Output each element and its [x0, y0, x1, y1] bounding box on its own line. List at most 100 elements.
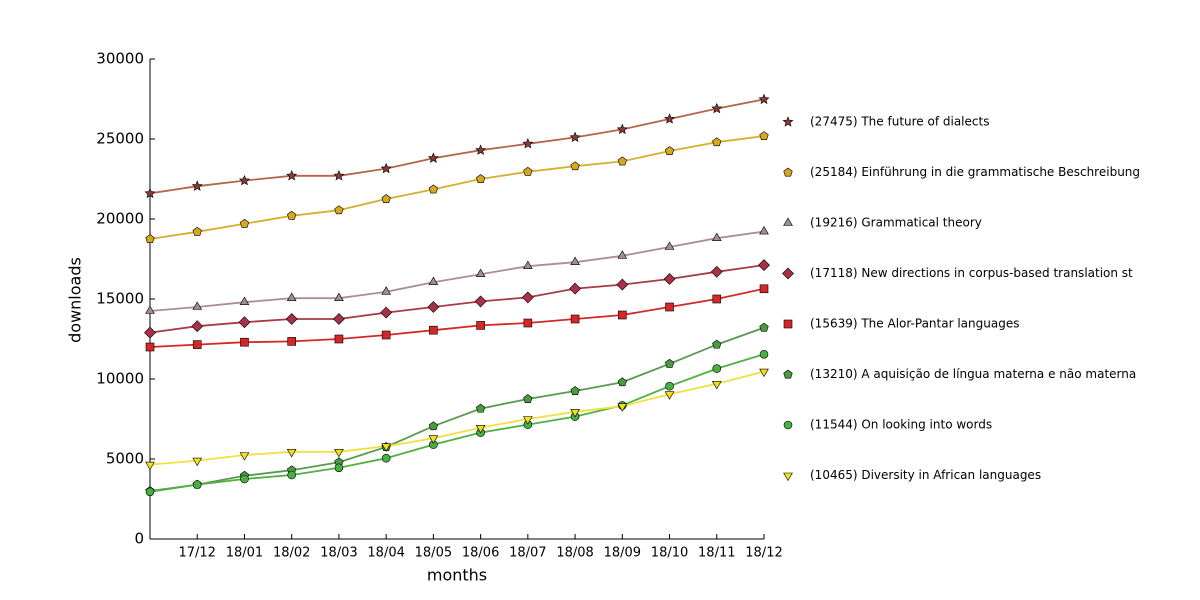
data-point — [664, 391, 675, 400]
data-point — [381, 453, 391, 463]
x-tick-label: 17/12 — [178, 546, 215, 561]
data-point — [240, 474, 249, 484]
data-point — [239, 218, 250, 228]
data-point — [523, 260, 533, 270]
data-point — [758, 93, 770, 105]
data-point — [144, 187, 156, 199]
data-point — [474, 295, 487, 308]
legend-marker — [782, 116, 794, 127]
data-point — [475, 174, 486, 183]
data-point — [144, 326, 156, 339]
data-point — [523, 416, 533, 425]
data-point — [665, 302, 674, 312]
data-point — [240, 337, 249, 347]
data-point — [286, 170, 298, 181]
data-point — [758, 259, 770, 272]
series-line — [149, 264, 765, 334]
y-tick-label: 0 — [134, 530, 144, 548]
data-point — [663, 273, 676, 285]
data-point — [664, 241, 675, 250]
x-tick-label: 18/02 — [273, 546, 310, 561]
legend-marker — [782, 267, 794, 280]
series-line — [149, 230, 765, 312]
data-point — [617, 156, 627, 166]
data-point — [712, 364, 722, 373]
data-point — [239, 452, 250, 461]
data-point — [711, 380, 722, 390]
legend-label: (27475) The future of dialects — [810, 115, 989, 129]
data-point — [427, 301, 440, 313]
data-point — [238, 316, 251, 329]
data-point — [475, 424, 486, 434]
data-point — [381, 194, 391, 203]
series-line — [149, 98, 765, 195]
y-tick-label: 30000 — [96, 50, 144, 68]
data-point — [570, 256, 580, 266]
data-point — [523, 166, 533, 176]
x-tick-label: 18/01 — [226, 546, 263, 561]
legend-marker — [783, 369, 793, 379]
data-point — [570, 314, 580, 324]
data-point — [427, 152, 439, 163]
data-point — [192, 340, 202, 349]
data-point — [475, 144, 487, 155]
data-point — [523, 394, 533, 403]
data-point — [145, 234, 155, 243]
legend-label: (11544) On looking into words — [810, 418, 992, 432]
data-point — [192, 480, 202, 489]
x-tick-label: 18/08 — [556, 546, 593, 561]
data-point — [191, 320, 204, 333]
data-point — [381, 286, 391, 295]
x-tick-label: 18/05 — [415, 546, 452, 561]
legend-label: (25184) Einführung in die grammatische B… — [810, 165, 1140, 179]
data-point — [381, 330, 391, 340]
y-tick-label: 5000 — [106, 450, 144, 468]
data-point — [617, 377, 627, 387]
data-point — [476, 321, 485, 330]
data-point — [286, 448, 297, 458]
data-point — [712, 294, 722, 304]
data-point — [334, 292, 344, 302]
data-point — [759, 349, 769, 359]
data-point — [616, 123, 628, 135]
data-point — [145, 305, 155, 314]
data-point — [521, 291, 534, 304]
data-point — [285, 313, 298, 325]
data-point — [664, 146, 675, 155]
legend-label: (10465) Diversity in African languages — [810, 468, 1041, 482]
data-point — [759, 322, 769, 332]
data-point — [428, 184, 439, 194]
data-point — [192, 457, 203, 467]
x-tick-label: 18/12 — [745, 546, 782, 561]
data-point — [665, 381, 674, 391]
data-point — [192, 301, 203, 310]
legend-marker — [783, 319, 793, 329]
data-point — [664, 113, 676, 124]
data-point — [332, 313, 345, 325]
data-point — [287, 210, 297, 220]
series-line — [149, 353, 765, 493]
data-point — [334, 334, 344, 344]
data-point — [287, 337, 296, 346]
series-line — [149, 326, 765, 492]
legend-marker — [783, 167, 793, 177]
x-tick-label: 18/04 — [367, 546, 404, 561]
data-point — [617, 403, 628, 412]
data-point — [616, 278, 629, 291]
data-point — [475, 268, 486, 278]
x-tick-label: 18/09 — [604, 546, 641, 561]
data-point — [145, 487, 155, 497]
data-point — [523, 318, 533, 328]
data-point — [522, 138, 534, 149]
y-tick-label: 10000 — [96, 370, 144, 388]
data-point — [428, 435, 439, 444]
data-point — [711, 232, 722, 241]
data-point — [145, 342, 155, 352]
y-tick-label: 15000 — [96, 290, 144, 308]
data-point — [618, 310, 627, 320]
x-tick-label: 18/10 — [651, 546, 688, 561]
data-point — [570, 386, 580, 395]
legend-label: (15639) The Alor-Pantar languages — [810, 317, 1019, 331]
data-point — [381, 443, 391, 452]
